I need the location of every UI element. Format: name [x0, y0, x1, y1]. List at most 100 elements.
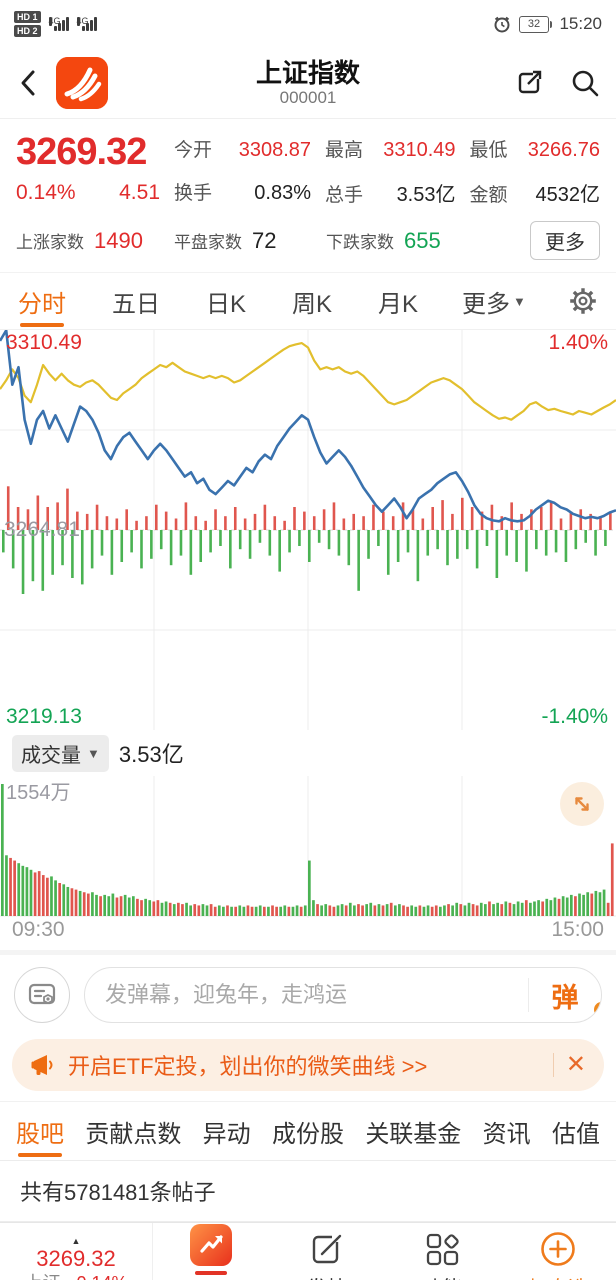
- back-icon[interactable]: [16, 66, 42, 100]
- stat-label: 最高: [325, 140, 364, 161]
- search-icon[interactable]: [570, 68, 600, 98]
- chart-tab-bar: 分时 五日 日K 周K 月K 更多 ▼: [0, 272, 616, 329]
- tab-news[interactable]: 资讯: [482, 1120, 531, 1148]
- bottom-index-price: 3269.32: [36, 1245, 116, 1271]
- bottom-index-pct: 0.14%: [76, 1272, 127, 1280]
- tab-minute[interactable]: 分时: [18, 274, 66, 329]
- buy-index-button[interactable]: 买指数: [153, 1223, 269, 1280]
- etf-promo-banner[interactable]: 开启ETF定投，划出你的微笑曲线 >> ✕: [12, 1039, 604, 1091]
- chevron-down-icon: ▼: [87, 745, 100, 761]
- chart-high-label: 3310.49: [6, 331, 82, 354]
- sim-badges: HD 1 HD 2: [14, 11, 41, 37]
- divider: [0, 950, 616, 955]
- time-axis: 09:30 15:00: [0, 918, 616, 950]
- posts-count: 共有5781481条帖子: [0, 1161, 616, 1222]
- advancers-label: 上涨家数: [16, 232, 84, 252]
- sim1-badge: HD 1: [14, 11, 41, 23]
- gear-icon[interactable]: [568, 286, 598, 316]
- change-pct: 0.14%: [16, 181, 76, 204]
- tab-weekly-k[interactable]: 周K: [292, 290, 333, 318]
- add-watchlist-button[interactable]: 加自选: [500, 1223, 616, 1280]
- quote-stats-grid: 今开 3308.87 最高 3310.49 最低 3266.76 换手 0.83% 总手…: [174, 131, 600, 207]
- functions-button[interactable]: 功能: [385, 1223, 501, 1280]
- change-val: 4.51: [119, 181, 160, 204]
- unchanged-label: 平盘家数: [174, 232, 242, 252]
- decliners-label: 下跌家数: [326, 232, 394, 252]
- axis-start: 09:30: [12, 918, 65, 941]
- stat-value: 3.53亿: [396, 184, 456, 206]
- unchanged-value: 72: [252, 227, 277, 253]
- quote-panel: 3269.32 0.14% 4.51 今开 3308.87 最高 3310.49 最…: [0, 119, 616, 211]
- volume-max-label: 1554万: [6, 782, 71, 804]
- page-title: 上证指数: [255, 58, 361, 88]
- chart-prev-close-label: 3264.81: [4, 518, 80, 541]
- divider: [528, 978, 529, 1012]
- expand-chart-button[interactable]: [560, 782, 604, 826]
- signal-icon: 4G: [48, 17, 69, 31]
- tab-constituents[interactable]: 成份股: [271, 1120, 344, 1148]
- tab-movement[interactable]: 异动: [202, 1120, 251, 1148]
- grid-apps-icon: [422, 1229, 462, 1269]
- bottom-nav: ▲ 3269.32 上证 0.14% 买指数 发帖: [0, 1222, 616, 1280]
- check-badge-icon: ✓: [592, 999, 601, 1019]
- battery-icon: 32: [518, 15, 553, 33]
- axis-end: 15:00: [551, 918, 604, 941]
- stat-label: 今开: [174, 140, 213, 161]
- current-price: 3269.32: [16, 131, 147, 173]
- bottom-index-summary[interactable]: ▲ 3269.32 上证 0.14%: [0, 1223, 153, 1280]
- tab-valuation[interactable]: 估值: [551, 1120, 600, 1148]
- pencil-square-icon: [307, 1229, 347, 1269]
- post-button[interactable]: 发帖: [269, 1223, 385, 1280]
- tab-monthly-k[interactable]: 月K: [378, 290, 419, 318]
- stat-label: 金额: [469, 185, 508, 206]
- stat-value: 3310.49: [383, 139, 456, 161]
- stat-label: 总手: [325, 185, 364, 206]
- volume-selector[interactable]: 成交量 ▼: [12, 734, 109, 772]
- chart-low-pct-label: -1.40%: [541, 705, 608, 728]
- danmaku-input[interactable]: [85, 982, 528, 1008]
- danmaku-input-pill: 弹 ✓: [84, 967, 602, 1023]
- sim2-badge: HD 2: [14, 25, 41, 37]
- chevron-down-icon: ▼: [513, 293, 526, 309]
- volume-value: 3.53亿: [118, 742, 184, 767]
- header: 上证指数 000001: [0, 48, 616, 119]
- status-bar: HD 1 HD 2 4G 4G 32 15:20: [0, 0, 616, 48]
- buy-index-icon: [189, 1223, 232, 1266]
- stat-value: 4532亿: [535, 184, 601, 206]
- tab-more[interactable]: 更多 ▼: [462, 290, 526, 318]
- section-tab-bar: 股吧 贡献点数 异动 成份股 关联基金 资讯 估值: [0, 1101, 616, 1161]
- signal2-icon: 4G: [76, 17, 97, 31]
- danmaku-send-button[interactable]: 弹 ✓: [529, 976, 601, 1019]
- tab-5day[interactable]: 五日: [112, 290, 160, 318]
- stock-code: 000001: [279, 88, 337, 107]
- chart-high-pct-label: 1.40%: [548, 331, 608, 354]
- stat-value: 3308.87: [238, 139, 312, 161]
- volume-chart[interactable]: 1554万: [0, 776, 616, 918]
- plus-circle-icon: [538, 1229, 578, 1269]
- tab-contribution[interactable]: 贡献点数: [85, 1120, 182, 1148]
- stat-label: 最低: [469, 140, 508, 161]
- danmaku-row: 弹 ✓: [0, 955, 616, 1035]
- stat-value: 3266.76: [527, 139, 600, 161]
- tab-guba[interactable]: 股吧: [16, 1102, 64, 1161]
- market-breadth-row: 上涨家数 1490 平盘家数 72 下跌家数 655 更多: [0, 211, 616, 272]
- decliners-value: 655: [404, 227, 441, 253]
- app-logo: [56, 57, 108, 109]
- danmaku-settings-button[interactable]: [14, 967, 70, 1023]
- intraday-chart[interactable]: 3310.49 1.40% 3264.81 3219.13 -1.40%: [0, 329, 616, 730]
- buy-index-icon-base: [194, 1270, 227, 1275]
- battery-level: 32: [518, 15, 549, 33]
- tab-related-funds[interactable]: 关联基金: [365, 1120, 462, 1148]
- alarm-icon: [492, 14, 512, 34]
- close-icon[interactable]: ✕: [565, 1051, 586, 1078]
- bottom-index-name: 上证: [24, 1272, 60, 1280]
- stat-value: 0.83%: [254, 182, 312, 204]
- clock-time: 15:20: [559, 14, 602, 33]
- advancers-value: 1490: [94, 227, 143, 253]
- more-stats-button[interactable]: 更多: [530, 221, 600, 260]
- caret-up-icon: ▲: [71, 1235, 81, 1246]
- divider: [552, 1053, 554, 1077]
- share-icon[interactable]: [514, 68, 544, 98]
- megaphone-icon: [30, 1052, 56, 1078]
- tab-daily-k[interactable]: 日K: [206, 290, 247, 318]
